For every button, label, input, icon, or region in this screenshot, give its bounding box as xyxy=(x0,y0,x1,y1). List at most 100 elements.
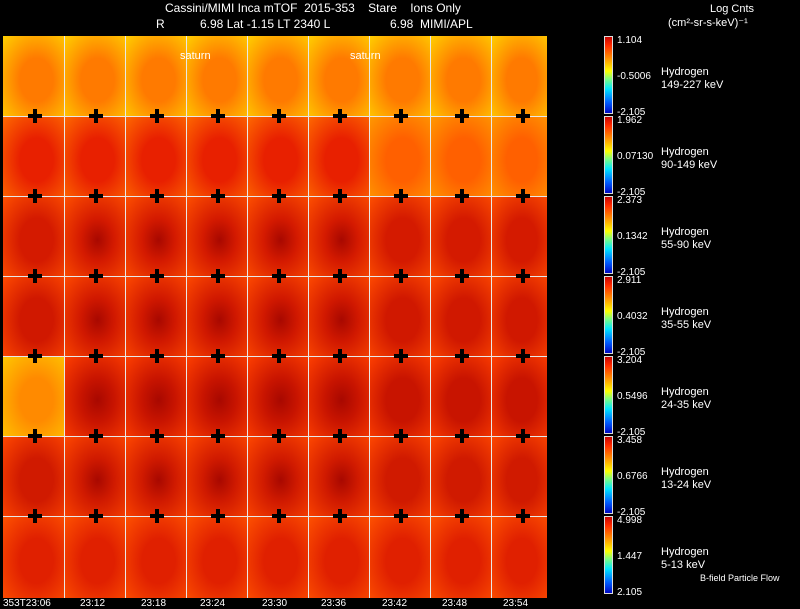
b-field-marker-icon xyxy=(272,189,286,203)
image-cell xyxy=(369,196,430,276)
time-tick-label: 23:42 xyxy=(382,598,408,609)
image-cell xyxy=(186,116,247,196)
grid-line-vertical xyxy=(186,36,187,598)
b-field-marker-icon xyxy=(394,429,408,443)
energy-label: Hydrogen 149-227 keV xyxy=(661,66,723,92)
grid-line-vertical xyxy=(430,36,431,598)
b-field-marker-icon xyxy=(516,109,530,123)
image-cell xyxy=(369,36,430,116)
b-field-marker-icon xyxy=(28,349,42,363)
b-field-marker-icon xyxy=(272,509,286,523)
image-cell xyxy=(125,276,186,356)
image-cell xyxy=(491,516,547,598)
b-field-marker-icon xyxy=(516,349,530,363)
image-cell xyxy=(3,356,64,436)
b-field-marker-icon xyxy=(272,429,286,443)
image-cell xyxy=(308,196,369,276)
image-cell xyxy=(3,276,64,356)
image-cell xyxy=(64,516,125,598)
colorbar-mid: 0.6766 xyxy=(617,471,648,482)
image-cell xyxy=(186,516,247,598)
b-field-marker-icon xyxy=(333,429,347,443)
colorbar-frame xyxy=(604,116,613,194)
energy-label: Hydrogen 5-13 keV xyxy=(661,546,709,572)
time-tick-label: 23:24 xyxy=(200,598,226,609)
plot-title: Cassini/MIMI Inca mTOF 2015-353 Stare Io… xyxy=(165,1,461,15)
b-field-marker-icon xyxy=(150,509,164,523)
colorbar-max: 3.204 xyxy=(617,355,643,366)
image-cell xyxy=(430,116,491,196)
image-cell xyxy=(64,36,125,116)
image-cell xyxy=(186,36,247,116)
image-cell xyxy=(125,116,186,196)
colorbar xyxy=(605,356,613,434)
image-cell xyxy=(491,116,547,196)
image-cell xyxy=(491,36,547,116)
image-cell xyxy=(430,356,491,436)
image-cell xyxy=(247,436,308,516)
b-field-marker-icon xyxy=(150,269,164,283)
energy-range: 24-35 keV xyxy=(661,399,712,411)
b-field-marker-icon xyxy=(272,269,286,283)
colorbar-max: 3.458 xyxy=(617,435,643,446)
position-info: 6.98 Lat -1.15 LT 2340 L xyxy=(200,17,331,31)
b-field-marker-icon xyxy=(394,269,408,283)
colorbar-min: -2.105 xyxy=(617,107,646,118)
species-name: Hydrogen xyxy=(661,386,709,398)
colorbar-mid: 0.07130 xyxy=(617,151,654,162)
grid-line-vertical xyxy=(491,36,492,598)
b-field-marker-icon xyxy=(150,349,164,363)
species-name: Hydrogen xyxy=(661,226,709,238)
time-tick-label: 23:54 xyxy=(503,598,529,609)
image-cell xyxy=(3,116,64,196)
colorbar-frame xyxy=(604,436,613,514)
b-field-marker-icon xyxy=(516,509,530,523)
colorbar-min: -2.105 xyxy=(617,507,646,518)
time-tick-label: 23:36 xyxy=(321,598,347,609)
colorbar-min: -2.105 xyxy=(617,347,646,358)
colorbar-max: 1.962 xyxy=(617,115,643,126)
image-cell xyxy=(64,116,125,196)
b-field-marker-icon xyxy=(211,509,225,523)
colorbar-max: 1.104 xyxy=(617,35,643,46)
image-cell xyxy=(125,196,186,276)
colorbar xyxy=(605,116,613,194)
colorbar-mid: 0.1342 xyxy=(617,231,648,242)
b-field-marker-icon xyxy=(394,189,408,203)
b-field-marker-icon xyxy=(89,429,103,443)
b-field-marker-icon xyxy=(455,429,469,443)
colorbar-frame xyxy=(604,516,613,594)
grid-line-vertical xyxy=(125,36,126,598)
colorbar-mid: 0.5496 xyxy=(617,391,648,402)
image-cell xyxy=(369,516,430,598)
b-field-marker-icon xyxy=(272,109,286,123)
image-cell xyxy=(369,276,430,356)
energy-range: 90-149 keV xyxy=(661,159,718,171)
b-field-marker-icon xyxy=(394,509,408,523)
b-field-marker-icon xyxy=(211,269,225,283)
b-field-marker-icon xyxy=(28,189,42,203)
species-name: Hydrogen xyxy=(661,466,709,478)
colorbar-min: -2.105 xyxy=(617,187,646,198)
energy-range: 5-13 keV xyxy=(661,559,706,571)
b-field-marker-icon xyxy=(211,109,225,123)
b-field-marker-icon xyxy=(455,189,469,203)
colorbar xyxy=(605,436,613,514)
colorbar-mid: 1.447 xyxy=(617,551,643,562)
energy-label: Hydrogen 90-149 keV xyxy=(661,146,717,172)
image-grid xyxy=(3,36,547,598)
energy-label: Hydrogen 13-24 keV xyxy=(661,466,711,492)
image-cell xyxy=(430,36,491,116)
image-cell xyxy=(247,116,308,196)
colorbar xyxy=(605,516,613,594)
image-cell xyxy=(64,276,125,356)
b-field-marker-icon xyxy=(89,349,103,363)
grid-line-vertical xyxy=(64,36,65,598)
image-cell xyxy=(3,516,64,598)
colorbar-max: 2.911 xyxy=(617,275,642,286)
time-tick-label: 23:18 xyxy=(141,598,167,609)
image-cell xyxy=(186,356,247,436)
image-cell xyxy=(430,276,491,356)
time-tick-label: 23:48 xyxy=(442,598,468,609)
species-name: Hydrogen xyxy=(661,306,709,318)
